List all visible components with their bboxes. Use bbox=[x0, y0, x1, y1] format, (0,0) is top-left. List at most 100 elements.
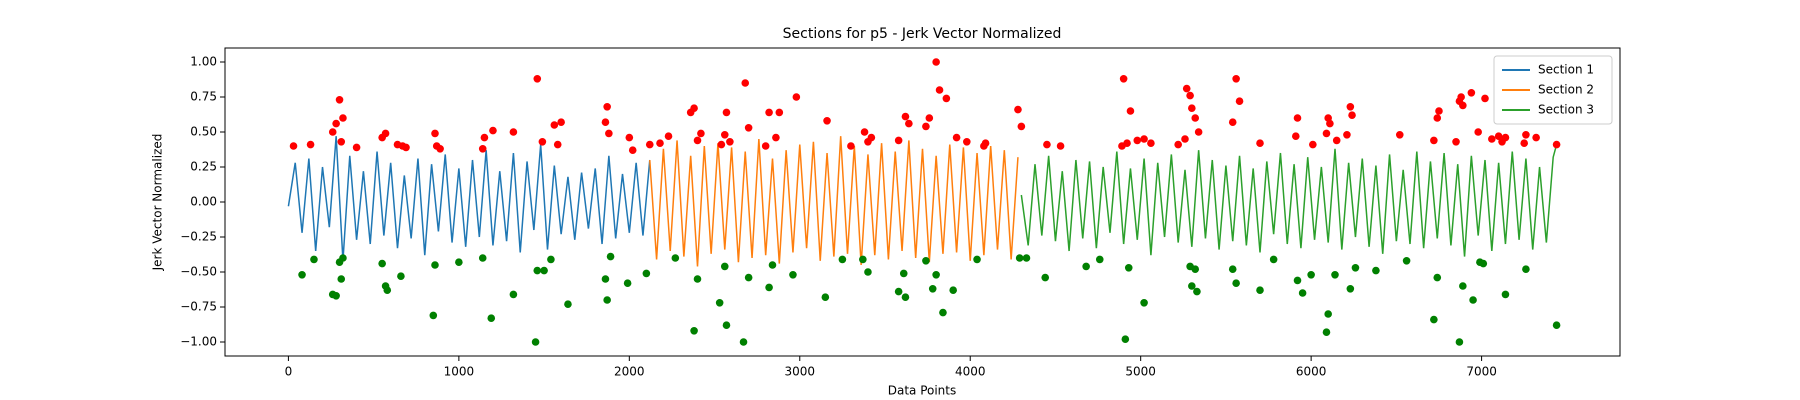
marker-point bbox=[1331, 271, 1339, 279]
marker-point bbox=[823, 117, 831, 125]
marker-point bbox=[606, 252, 615, 261]
marker-point bbox=[1346, 103, 1355, 111]
marker-point bbox=[838, 255, 847, 264]
x-tick-label: 2000 bbox=[614, 365, 645, 379]
marker-point bbox=[768, 261, 777, 269]
marker-point bbox=[693, 275, 702, 283]
marker-point bbox=[1119, 75, 1128, 83]
axes-frame bbox=[224, 47, 1621, 357]
marker-point bbox=[478, 254, 487, 262]
x-tick-label: 6000 bbox=[1296, 365, 1327, 379]
marker-point bbox=[664, 132, 673, 140]
marker-point bbox=[1372, 266, 1380, 275]
marker-point bbox=[1140, 135, 1148, 143]
marker-point bbox=[1494, 132, 1503, 140]
marker-point bbox=[533, 266, 542, 275]
marker-point bbox=[487, 314, 496, 323]
marker-point bbox=[761, 142, 770, 150]
marker-point bbox=[1269, 255, 1278, 264]
marker-point bbox=[693, 136, 702, 145]
marker-point bbox=[901, 112, 910, 121]
series-line bbox=[1020, 144, 1558, 257]
marker-point bbox=[550, 121, 559, 129]
marker-point bbox=[847, 142, 855, 150]
marker-point bbox=[1501, 290, 1510, 299]
marker-point bbox=[860, 128, 869, 136]
marker-point bbox=[335, 96, 344, 104]
marker-point bbox=[1147, 139, 1155, 147]
marker-point bbox=[1351, 264, 1360, 272]
marker-point bbox=[1430, 315, 1438, 324]
marker-point bbox=[949, 286, 957, 295]
marker-point bbox=[981, 139, 990, 147]
marker-point bbox=[332, 292, 340, 300]
marker-point bbox=[864, 268, 872, 276]
marker-point bbox=[765, 108, 773, 117]
marker-point bbox=[1124, 264, 1133, 272]
marker-point bbox=[547, 255, 555, 264]
marker-point bbox=[1298, 289, 1307, 297]
x-tick-label: 5000 bbox=[1125, 365, 1156, 379]
marker-point bbox=[509, 290, 518, 299]
marker-point bbox=[509, 128, 518, 136]
marker-point bbox=[1043, 140, 1051, 149]
marker-point bbox=[1188, 282, 1196, 290]
marker-point bbox=[557, 118, 565, 126]
marker-point bbox=[671, 254, 680, 262]
marker-point bbox=[553, 140, 562, 149]
marker-point bbox=[1232, 75, 1240, 83]
marker-point bbox=[772, 133, 780, 142]
marker-point bbox=[1095, 255, 1104, 264]
marker-point bbox=[1235, 97, 1244, 105]
marker-point bbox=[821, 293, 830, 302]
marker-point bbox=[1322, 129, 1331, 138]
marker-point bbox=[932, 271, 940, 279]
chart-title: Sections for p5 - Jerk Vector Normalized bbox=[783, 26, 1062, 42]
marker-point bbox=[1430, 136, 1438, 145]
marker-point bbox=[973, 255, 981, 264]
marker-point bbox=[697, 129, 705, 138]
marker-point bbox=[429, 311, 438, 320]
marker-point bbox=[765, 283, 773, 292]
marker-point bbox=[1256, 139, 1264, 147]
y-tick-label: 0.50 bbox=[190, 125, 217, 139]
marker-point bbox=[306, 140, 315, 149]
marker-point bbox=[1188, 104, 1196, 112]
marker-point bbox=[715, 299, 724, 307]
legend-label: Section 3 bbox=[1538, 103, 1594, 117]
marker-point bbox=[1532, 133, 1540, 142]
marker-point bbox=[1488, 135, 1496, 143]
marker-point bbox=[1041, 273, 1050, 282]
marker-point bbox=[1017, 122, 1026, 131]
marker-point bbox=[455, 258, 463, 267]
marker-point bbox=[625, 133, 634, 142]
marker-point bbox=[1228, 265, 1237, 274]
marker-point bbox=[775, 108, 784, 117]
marker-point bbox=[1193, 287, 1201, 296]
marker-point bbox=[1433, 273, 1442, 282]
marker-point bbox=[894, 287, 903, 296]
marker-point bbox=[1140, 299, 1148, 307]
marker-point bbox=[656, 139, 664, 147]
legend-box bbox=[1493, 55, 1613, 125]
marker-point bbox=[531, 338, 540, 346]
marker-point bbox=[436, 145, 444, 153]
marker-point bbox=[623, 279, 632, 288]
marker-point bbox=[601, 118, 610, 126]
y-tick-label: −0.75 bbox=[180, 300, 217, 314]
marker-point bbox=[1481, 94, 1489, 103]
legend-label: Section 1 bbox=[1538, 63, 1594, 77]
marker-point bbox=[1291, 132, 1300, 140]
marker-point bbox=[628, 146, 637, 154]
marker-point bbox=[1293, 276, 1302, 285]
marker-point bbox=[564, 300, 572, 309]
marker-point bbox=[744, 273, 753, 282]
marker-point bbox=[1457, 93, 1465, 101]
marker-point bbox=[963, 138, 971, 146]
marker-point bbox=[601, 275, 610, 283]
marker-point bbox=[1452, 138, 1460, 146]
marker-point bbox=[1056, 142, 1065, 150]
marker-point bbox=[1307, 271, 1315, 279]
marker-point bbox=[1322, 328, 1331, 337]
